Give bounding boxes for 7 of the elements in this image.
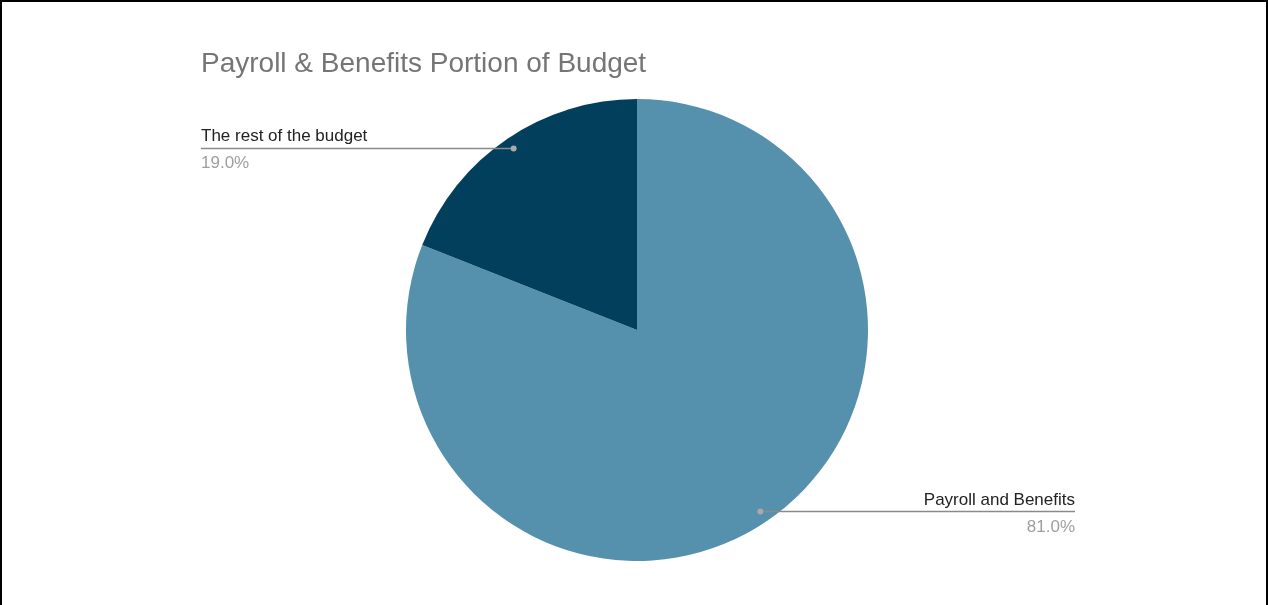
- slice-label: Payroll and Benefits: [923, 489, 1075, 509]
- pie-slice: [406, 99, 868, 561]
- chart-title: Payroll & Benefits Portion of Budget: [201, 47, 647, 78]
- data-label: 81.0%: [1026, 516, 1075, 536]
- data-label: 19.0%: [201, 153, 250, 173]
- slice-label: The rest of the budget: [201, 126, 368, 146]
- pie-slice: [422, 99, 637, 330]
